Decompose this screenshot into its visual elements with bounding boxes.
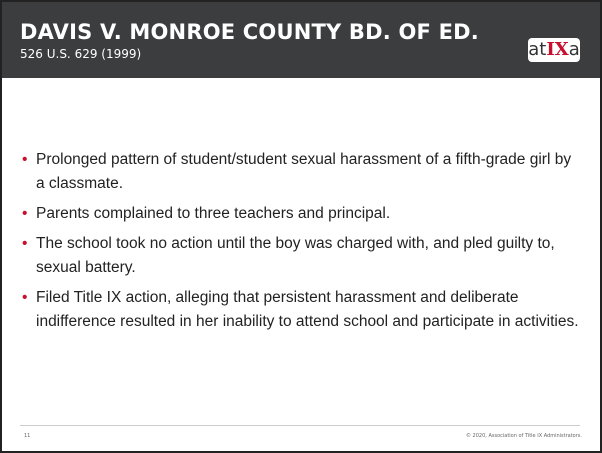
bullet-list: • Prolonged pattern of student/student se… xyxy=(22,148,582,340)
bullet-text: The school took no action until the boy … xyxy=(36,235,555,276)
logo-text: a xyxy=(568,39,580,60)
bullet: • Filed Title IX action, alleging that pe… xyxy=(22,286,582,334)
bullet-dot: • xyxy=(22,235,28,252)
bullet-text: Filed Title IX action, alleging that per… xyxy=(36,289,579,330)
bullet: • Prolonged pattern of student/student se… xyxy=(22,148,582,196)
title: DAVIS V. MONROE COUNTY BD. OF ED. xyxy=(20,20,479,44)
bullet-dot: • xyxy=(22,205,28,222)
subtitle: 526 U.S. 629 (1999) xyxy=(20,47,142,61)
logo-text: IX xyxy=(546,39,569,60)
bullet-dot: • xyxy=(22,289,28,306)
bullet-text: Parents complained to three teachers and… xyxy=(36,205,391,222)
footer-rule xyxy=(20,425,580,426)
copyright: © 2020, Association of Title IX Administ… xyxy=(465,433,582,439)
bullet-text: Prolonged pattern of student/student sex… xyxy=(36,151,572,192)
logo-text: at xyxy=(528,39,547,60)
bullet: • The school took no action until the boy… xyxy=(22,232,582,280)
bullet: • Parents complained to three teachers an… xyxy=(22,202,582,226)
header: DAVIS V. MONROE COUNTY BD. OF ED. 526 U.… xyxy=(2,2,600,78)
logo: atIXa xyxy=(528,38,580,62)
bullet-dot: • xyxy=(22,151,28,168)
page-number: 11 xyxy=(24,433,31,439)
